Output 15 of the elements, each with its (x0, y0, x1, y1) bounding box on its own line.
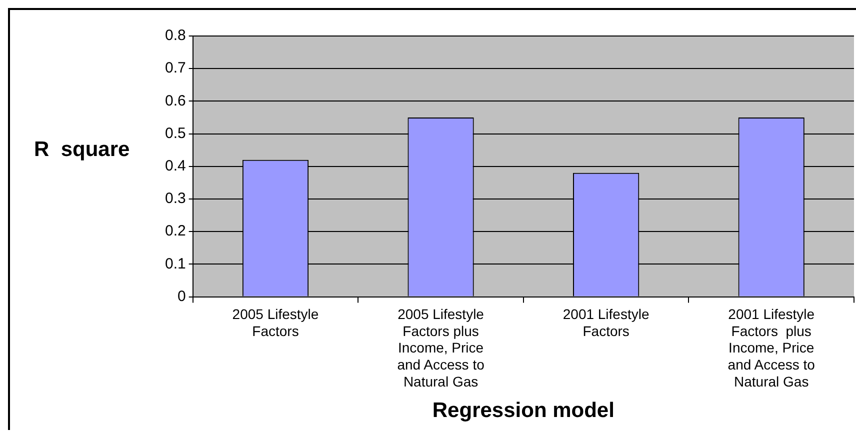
x-tick-label: 2005 Lifestyle Factors plus Income, Price and Access to Natural Gas (397, 306, 485, 390)
y-tick-label: 0 (178, 288, 186, 305)
y-tick-label: 0.8 (164, 27, 186, 44)
x-axis-title: Regression model (432, 399, 614, 422)
y-tick-label: 0.5 (164, 124, 186, 142)
y-tick-label: 0.1 (164, 255, 186, 272)
y-tick-label: 0.2 (164, 222, 186, 240)
y-tick-label: 0.4 (164, 158, 186, 175)
y-tick-label: 0.7 (164, 60, 186, 77)
x-tick-label: 2001 Lifestyle Factors plus Income, Price and Access to Natural Gas (728, 306, 816, 390)
x-tick-label: 2001 Lifestyle Factors (562, 306, 650, 339)
y-tick-label: 0.3 (164, 190, 186, 208)
y-tick-label: 0.6 (164, 92, 186, 110)
x-tick-label: 2005 Lifestyle Factors (232, 306, 319, 339)
y-axis-title: R square (33, 137, 131, 162)
